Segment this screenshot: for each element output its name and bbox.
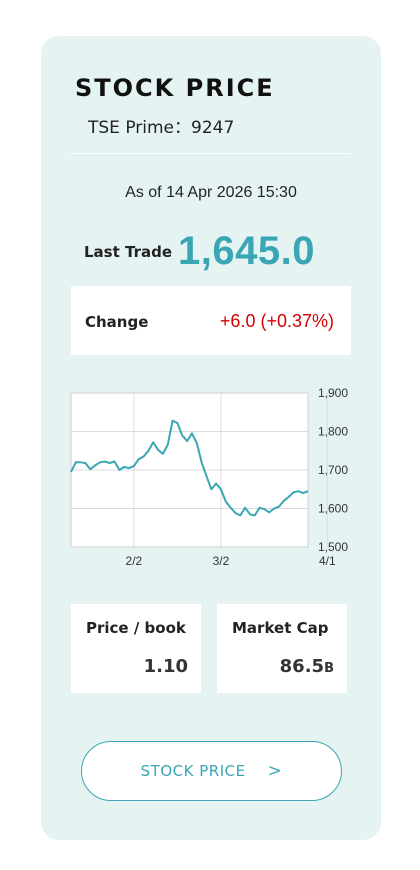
price-line-chart: 1,900 1,800 1,700 1,600 1,500 2/2 3/2 4/1 — [70, 386, 348, 568]
x-tick-label: 3/2 — [213, 554, 230, 568]
y-tick-label: 1,500 — [318, 540, 348, 554]
widget-title: STOCK PRICE — [75, 74, 275, 102]
price-book-label: Price / book — [86, 619, 186, 637]
price-book-panel: Price / book 1.10 — [71, 604, 201, 693]
y-tick-label: 1,800 — [318, 425, 348, 439]
market-cap-panel: Market Cap 86.5B — [217, 604, 347, 693]
y-tick-label: 1,900 — [318, 386, 348, 400]
market-cap-unit: B — [324, 661, 334, 676]
last-trade-label: Last Trade — [84, 243, 173, 261]
market-cap-label: Market Cap — [232, 619, 329, 637]
chevron-right-icon: > — [267, 761, 283, 781]
change-value: +6.0 (+0.37%) — [219, 311, 334, 331]
price-book-value: 1.10 — [143, 656, 188, 677]
y-tick-label: 1,700 — [318, 463, 348, 477]
market-cap-value: 86.5 — [279, 656, 325, 677]
ticker-symbol: TSE Prime：9247 — [88, 118, 235, 138]
change-label: Change — [85, 313, 149, 331]
y-tick-label: 1,600 — [318, 502, 348, 516]
stock-price-button[interactable]: STOCK PRICE > — [81, 741, 342, 801]
stock-price-button-label: STOCK PRICE — [140, 762, 246, 780]
x-tick-label: 2/2 — [126, 554, 143, 568]
as-of-timestamp: As of 14 Apr 2026 15:30 — [125, 184, 297, 201]
change-panel: Change +6.0 (+0.37%) — [71, 286, 351, 355]
market-cap-value-wrap: 86.5B — [280, 656, 334, 677]
price-series-line — [70, 419, 309, 517]
stock-price-card: STOCK PRICE TSE Prime：9247 As of 14 Apr … — [41, 36, 381, 840]
divider — [71, 153, 351, 154]
x-tick-label: 4/1 — [319, 554, 336, 568]
last-trade-value: 1,645.0 — [178, 229, 315, 273]
